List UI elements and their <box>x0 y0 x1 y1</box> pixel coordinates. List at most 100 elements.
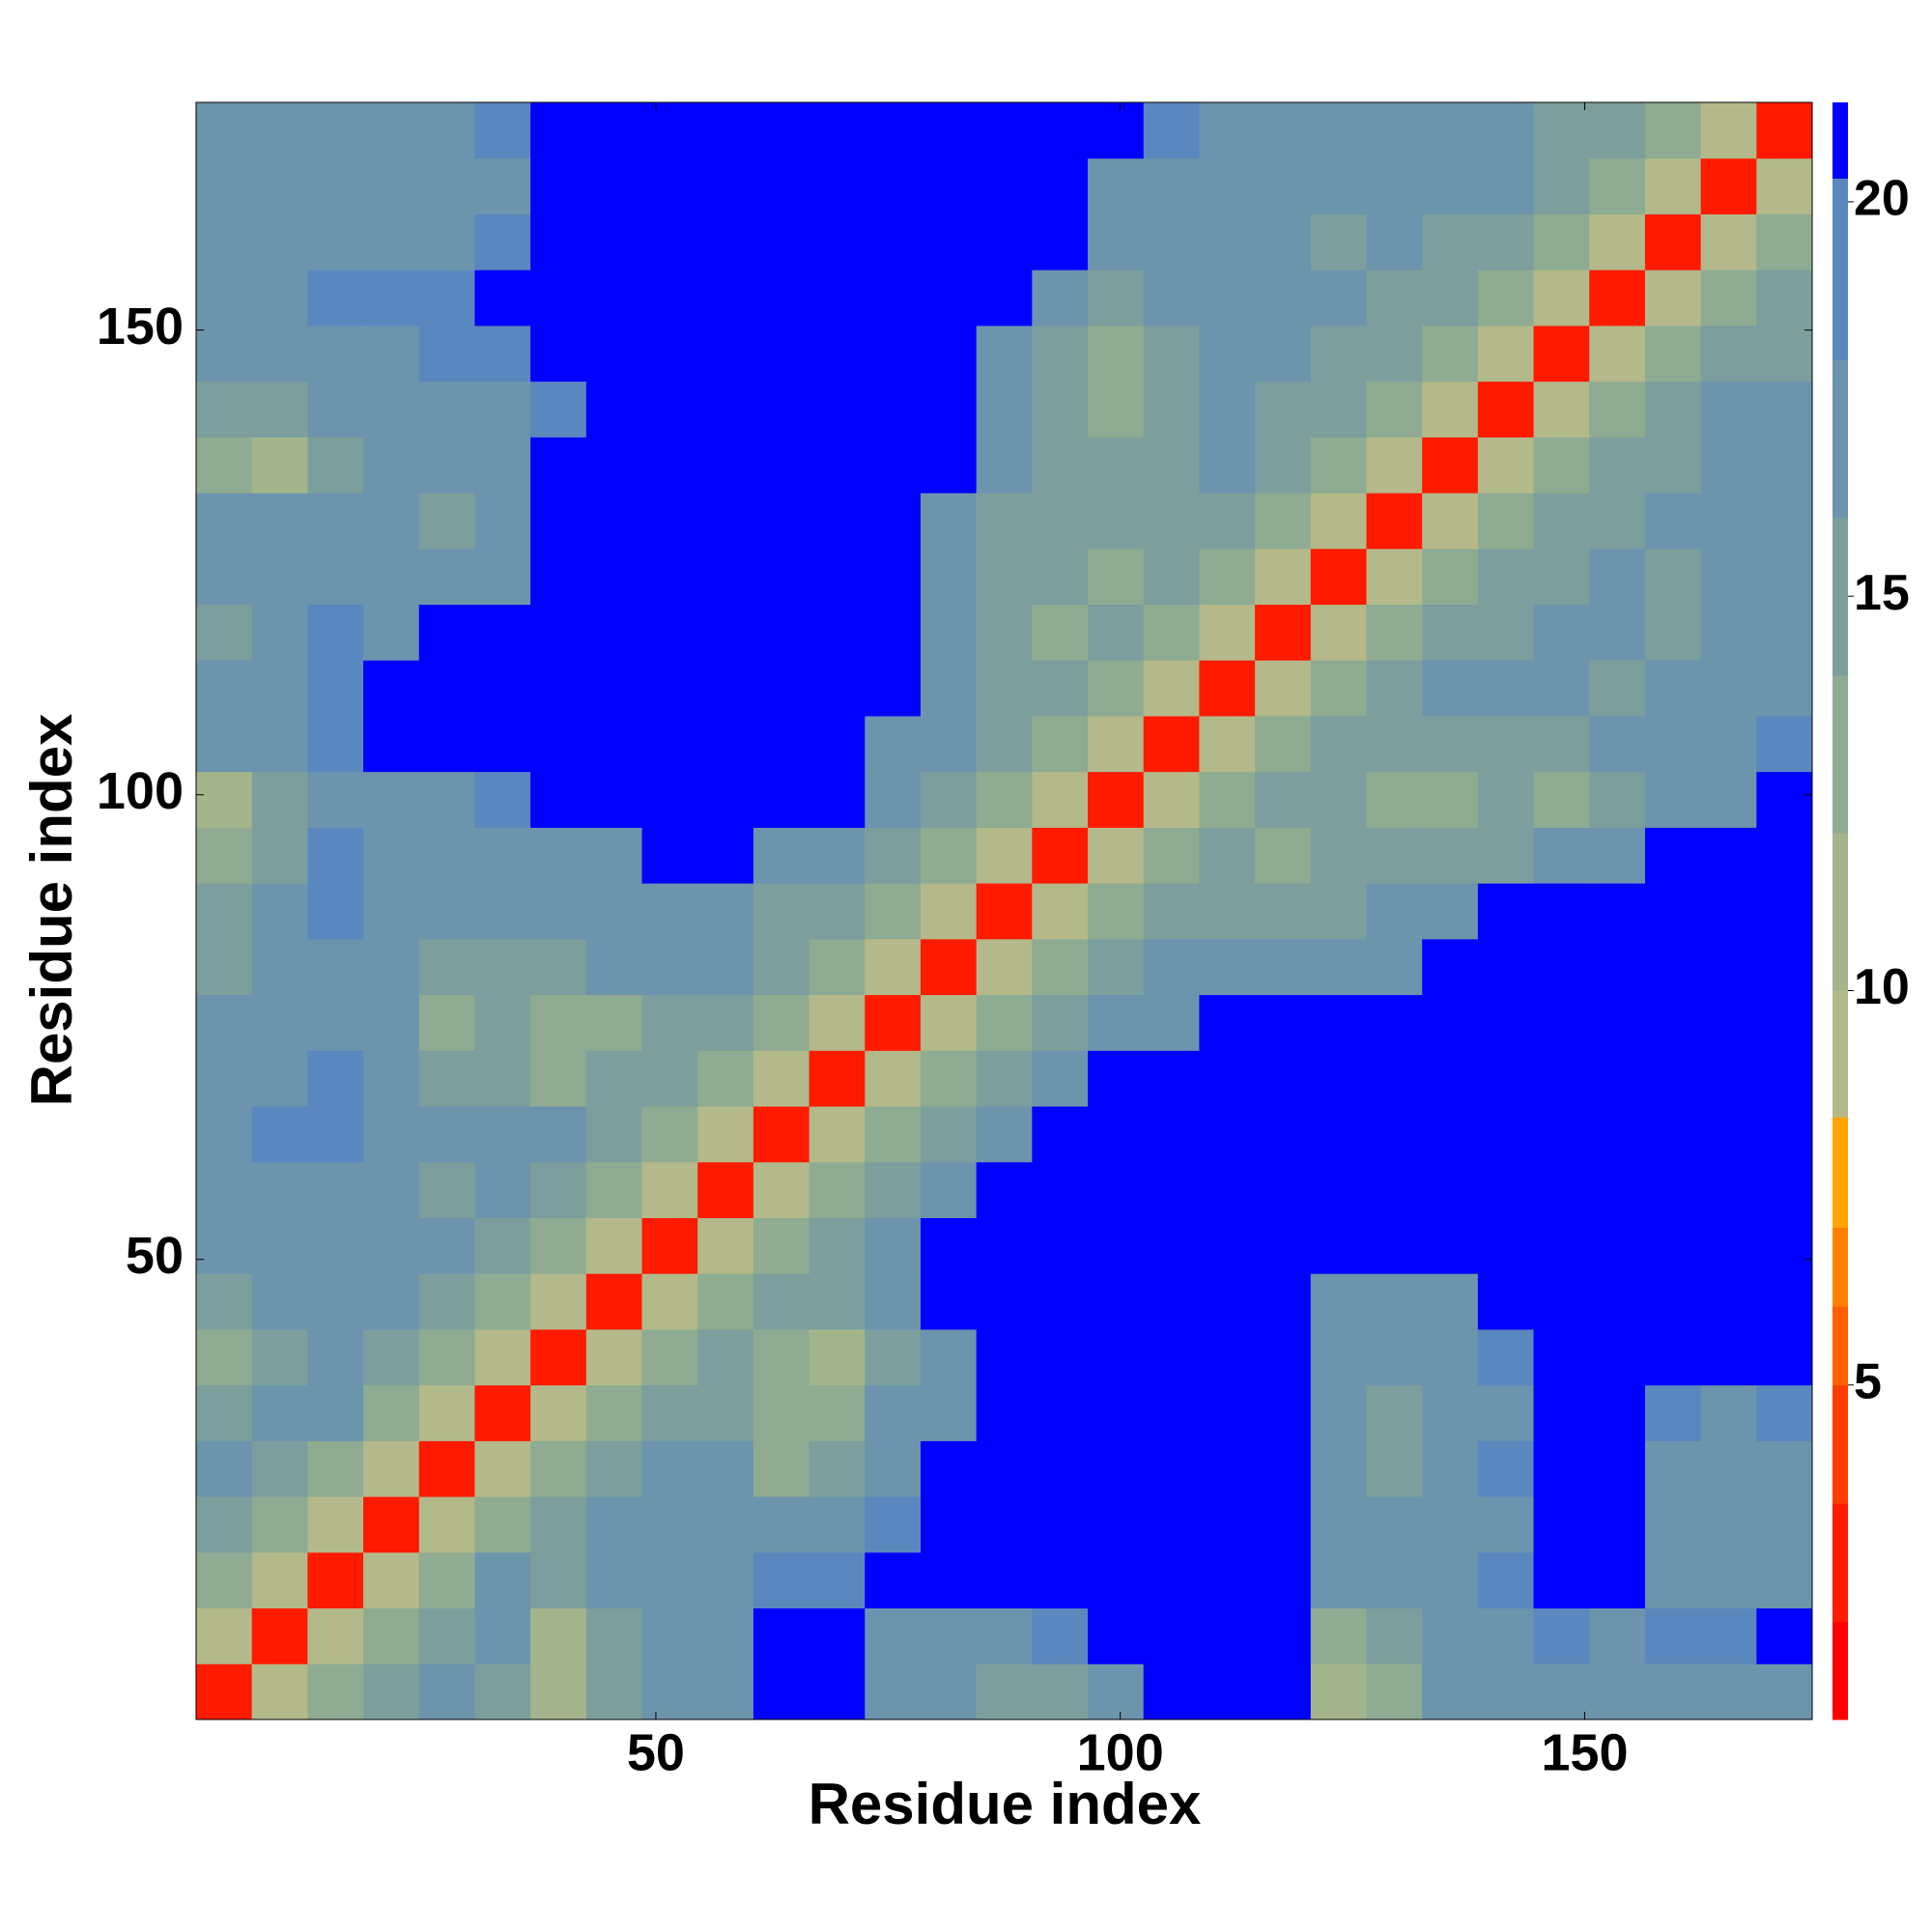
heatmap-cell <box>1700 715 1757 773</box>
x-tick-label: 100 <box>1077 1723 1164 1781</box>
x-tick-label: 50 <box>627 1723 685 1781</box>
heatmap-cell <box>753 715 810 773</box>
heatmap-cell <box>1589 771 1646 828</box>
heatmap-cell <box>307 715 364 773</box>
heatmap-cell <box>976 660 1033 717</box>
heatmap-cell <box>474 1496 531 1553</box>
heatmap-cell <box>474 883 531 940</box>
heatmap-cell <box>530 381 587 438</box>
heatmap-cell <box>251 660 308 717</box>
heatmap-cell <box>920 1607 978 1664</box>
heatmap-cell <box>1422 1050 1479 1107</box>
heatmap-cell <box>585 548 643 606</box>
heatmap-cell <box>1700 157 1757 214</box>
heatmap-cell <box>1088 1663 1145 1720</box>
heatmap-cell <box>1533 1440 1590 1497</box>
heatmap-cell <box>641 1440 698 1497</box>
heatmap-cell <box>697 1384 754 1441</box>
heatmap-cell <box>641 102 698 159</box>
heatmap-cell <box>1533 493 1590 550</box>
heatmap-cell <box>865 660 922 717</box>
heatmap-cell <box>1533 1217 1590 1274</box>
heatmap-cell <box>251 270 308 327</box>
heatmap-cell <box>1032 1161 1089 1218</box>
heatmap-cell <box>1255 548 1312 606</box>
heatmap-cell <box>1644 1273 1702 1330</box>
heatmap-cell <box>1700 660 1757 717</box>
heatmap-cell <box>363 270 420 327</box>
heatmap-cell <box>1143 1106 1200 1163</box>
heatmap-cell <box>363 1440 420 1497</box>
heatmap-cell <box>641 548 698 606</box>
heatmap-cell <box>474 715 531 773</box>
heatmap-cell <box>530 102 587 159</box>
heatmap-cell <box>753 1161 810 1218</box>
heatmap-cell <box>865 1496 922 1553</box>
heatmap-cell <box>1533 1551 1590 1609</box>
heatmap-cell <box>1088 325 1145 383</box>
heatmap-cell <box>641 771 698 828</box>
heatmap-cell <box>1199 381 1256 438</box>
heatmap-cell <box>1422 102 1479 159</box>
heatmap-cell <box>697 1217 754 1274</box>
heatmap-cell <box>418 548 475 606</box>
heatmap-cell <box>697 604 754 661</box>
heatmap-cell <box>1644 381 1702 438</box>
heatmap-cell <box>1310 548 1367 606</box>
heatmap-cell <box>530 715 587 773</box>
heatmap-cell <box>1644 827 1702 884</box>
y-tick-label: 100 <box>97 762 184 820</box>
heatmap-cell <box>1143 660 1200 717</box>
heatmap-cell <box>1700 1551 1757 1609</box>
heatmap-cell <box>585 1663 643 1720</box>
heatmap-cell <box>865 1328 922 1386</box>
heatmap-cell <box>1032 1273 1089 1330</box>
heatmap-cell <box>196 1663 253 1720</box>
heatmap-cell <box>1199 827 1256 884</box>
heatmap-cell <box>697 325 754 383</box>
heatmap-cell <box>1255 1217 1312 1274</box>
heatmap-cell <box>1756 1607 1813 1664</box>
heatmap-cell <box>1255 1384 1312 1441</box>
heatmap-cell <box>1756 938 1813 996</box>
heatmap-cell <box>1533 325 1590 383</box>
heatmap-cell <box>585 1496 643 1553</box>
heatmap-cell <box>920 157 978 214</box>
heatmap-cell <box>530 660 587 717</box>
heatmap-cell <box>753 437 810 494</box>
heatmap-cell <box>530 325 587 383</box>
heatmap-cell <box>1366 938 1423 996</box>
heatmap-cell <box>1756 437 1813 494</box>
heatmap-cell <box>1422 548 1479 606</box>
heatmap-cell <box>1589 1106 1646 1163</box>
heatmap-cell <box>1310 493 1367 550</box>
heatmap-cell <box>1366 325 1423 383</box>
heatmap-cell <box>641 1551 698 1609</box>
heatmap-cell <box>1533 1273 1590 1330</box>
heatmap-cell <box>1199 157 1256 214</box>
heatmap-cell <box>1700 548 1757 606</box>
heatmap-cell <box>1310 1663 1367 1720</box>
heatmap-cell <box>1143 1217 1200 1274</box>
heatmap-cell <box>641 157 698 214</box>
heatmap-cell <box>920 325 978 383</box>
heatmap-cell <box>753 827 810 884</box>
heatmap-cell <box>530 1607 587 1664</box>
heatmap-cell <box>1088 1440 1145 1497</box>
heatmap-cell <box>1422 1496 1479 1553</box>
heatmap-cell <box>976 270 1033 327</box>
heatmap-cell <box>1366 1161 1423 1218</box>
heatmap-cell <box>196 270 253 327</box>
heatmap-cell <box>1756 1384 1813 1441</box>
heatmap-cell <box>1310 994 1367 1051</box>
heatmap-cell <box>1032 325 1089 383</box>
heatmap-cell <box>1143 102 1200 159</box>
heatmap-cell <box>1032 771 1089 828</box>
heatmap-cell <box>1366 1050 1423 1107</box>
heatmap-cell <box>641 493 698 550</box>
heatmap-cell <box>363 381 420 438</box>
heatmap-cell <box>1088 102 1145 159</box>
heatmap-cell <box>1366 548 1423 606</box>
heatmap-cell <box>530 1161 587 1218</box>
heatmap-cell <box>920 604 978 661</box>
